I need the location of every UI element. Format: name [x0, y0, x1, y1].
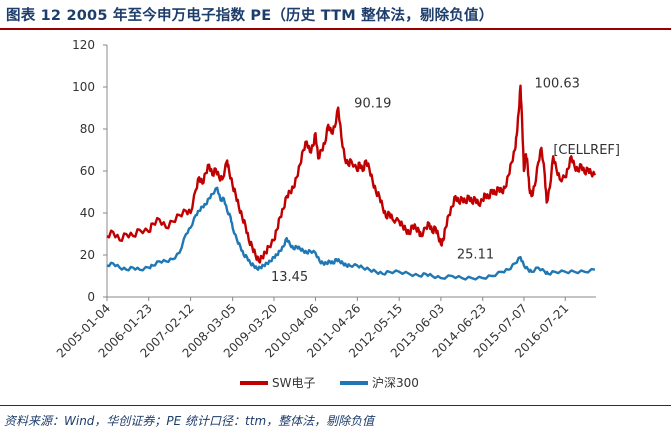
- series-line-sw-electronics: [106, 84, 597, 264]
- chart-annotations: 90.19 100.63 [CELLREF] 25.11 13.45: [271, 77, 620, 285]
- chart-series: [106, 84, 597, 281]
- data-label: 25.11: [457, 247, 494, 262]
- y-tick-label: 120: [72, 38, 95, 52]
- y-tick-label: 100: [72, 80, 95, 94]
- source-note: 资料来源：Wind，华创证券；PE 统计口径：ttm，整体法，剔除负值: [4, 414, 375, 428]
- y-tick-label: 20: [80, 248, 95, 262]
- pe-line-chart: 0204060801001202005-01-042006-01-232007-…: [54, 38, 620, 390]
- chart-axes: 0204060801001202005-01-042006-01-232007-…: [54, 38, 596, 360]
- y-tick-label: 0: [87, 290, 95, 304]
- y-tick-label: 80: [80, 122, 95, 136]
- y-tick-label: 60: [80, 164, 95, 178]
- legend-label: 沪深300: [372, 376, 419, 390]
- legend-label: SW电子: [272, 376, 315, 390]
- figure-header: 图表 12 2005 年至今申万电子指数 PE（历史 TTM 整体法，剔除负值）: [0, 0, 671, 30]
- y-tick-label: 40: [80, 206, 95, 220]
- source-divider: [0, 405, 671, 406]
- data-label: 13.45: [271, 270, 308, 285]
- data-label: 90.19: [354, 97, 391, 112]
- figure-title: 图表 12 2005 年至今申万电子指数 PE（历史 TTM 整体法，剔除负值）: [6, 8, 494, 24]
- data-label: 100.63: [534, 77, 580, 92]
- series-line-csi300: [106, 186, 596, 281]
- title-divider: [0, 28, 671, 30]
- chart-legend: SW电子 沪深300: [240, 376, 419, 390]
- data-label: [CELLREF]: [553, 143, 620, 158]
